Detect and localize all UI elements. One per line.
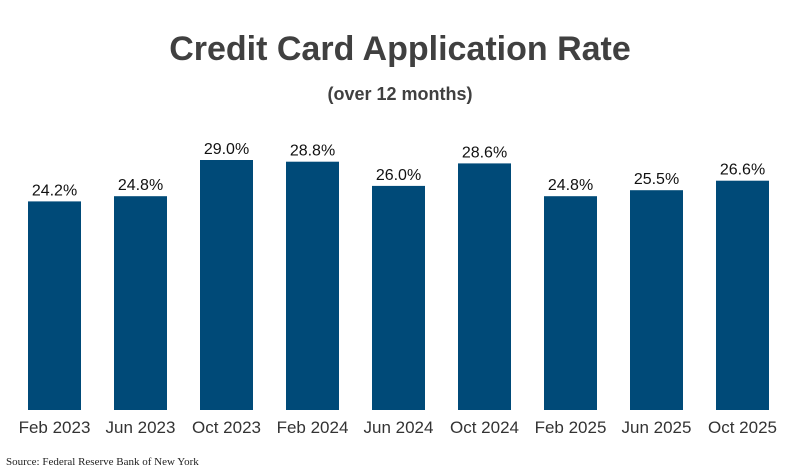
bar-feb-2024 [286,161,339,410]
x-tick-label: Jun 2023 [106,418,176,437]
bar-feb-2023 [28,201,81,410]
chart-title: Credit Card Application Rate [169,30,631,68]
bar-oct-2023 [200,160,253,410]
data-label: 28.6% [462,144,507,161]
data-label: 28.8% [290,143,335,160]
data-label: 24.8% [118,177,163,194]
data-label: 29.0% [204,141,249,158]
x-tick-label: Oct 2025 [708,418,777,437]
x-tick-label: Feb 2023 [19,418,91,437]
x-tick-label: Jun 2024 [364,418,434,437]
data-label: 26.0% [376,167,421,184]
chart-subtitle: (over 12 months) [327,84,473,104]
x-tick-label: Feb 2024 [277,418,349,437]
bar-jun-2025 [630,190,683,410]
x-tick-label: Jun 2025 [622,418,692,437]
source-note: Source: Federal Reserve Bank of New York [6,456,199,468]
data-label: 24.8% [548,177,593,194]
data-label: 24.2% [32,182,77,199]
x-tick-label: Feb 2025 [535,418,607,437]
bar-feb-2025 [544,196,597,410]
bar-jun-2024 [372,185,425,410]
data-label: 26.6% [720,162,765,179]
bar-jun-2023 [114,196,167,410]
bar-oct-2024 [458,163,511,410]
x-tick-label: Oct 2024 [450,418,519,437]
bar-oct-2025 [716,180,769,410]
x-tick-label: Oct 2023 [192,418,261,437]
data-label: 25.5% [634,171,679,188]
